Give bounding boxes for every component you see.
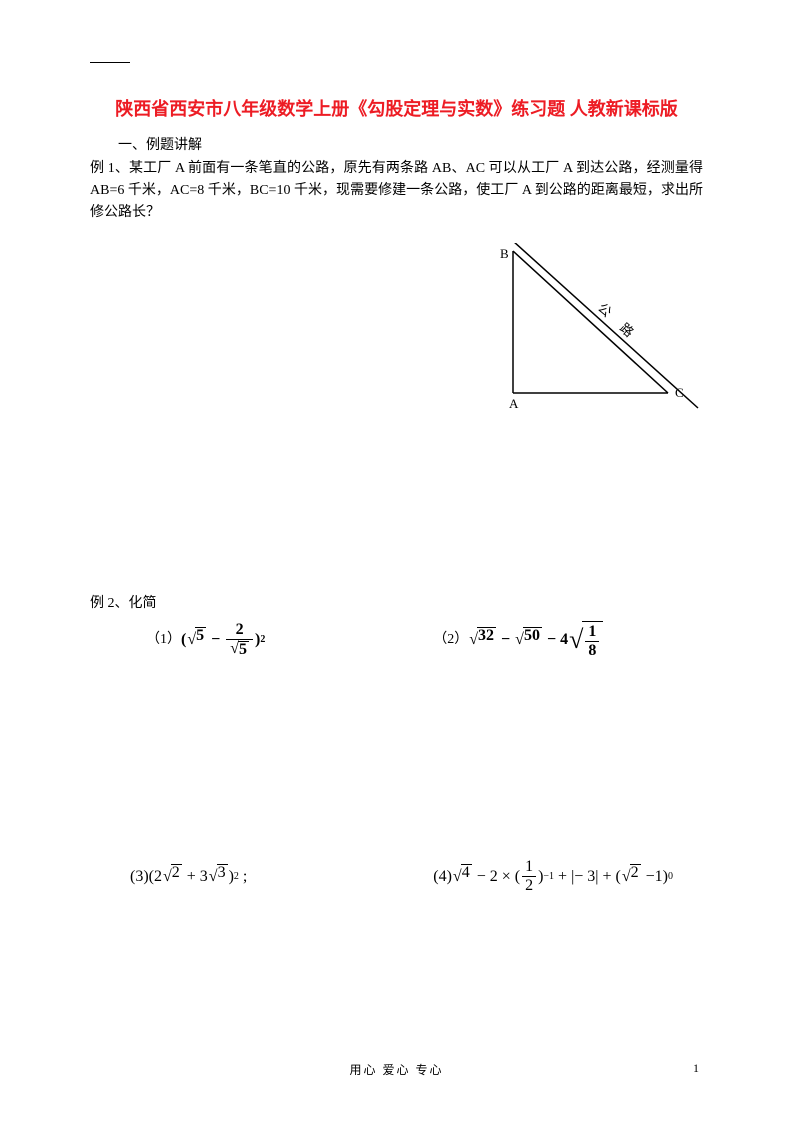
problem-2-formula: √32 − √50 − 4 √ 18 bbox=[468, 621, 604, 659]
vertex-A-label: A bbox=[509, 396, 519, 411]
formula-row-2: (3) (2√2 + 3√3)2 ; (4) √4 − 2 × ( 12 )−1… bbox=[90, 859, 703, 894]
problem-1-formula: ( √5 − 2 √5 )2 bbox=[181, 622, 265, 658]
page-number: 1 bbox=[693, 1059, 699, 1078]
vertex-C-label: C bbox=[675, 385, 684, 400]
triangle-diagram: B A C 公 路 bbox=[493, 243, 703, 413]
problem-4-label: (4) bbox=[433, 864, 452, 890]
footer-text: 用心 爱心 专心 bbox=[0, 1061, 793, 1080]
problem-1-label: （1） bbox=[146, 629, 181, 651]
problem-3-formula: (2√2 + 3√3)2 ; bbox=[149, 864, 248, 890]
formula-row-1: （1） ( √5 − 2 √5 )2 （2） √32 − √50 − 4 bbox=[90, 621, 703, 659]
vertex-B-label: B bbox=[500, 246, 509, 261]
example-1-text: 例 1、某工厂 A 前面有一条笔直的公路，原先有两条路 AB、AC 可以从工厂 … bbox=[90, 158, 703, 225]
header-rule bbox=[90, 62, 130, 63]
diagram-container: B A C 公 路 bbox=[90, 243, 703, 413]
problem-3-label: (3) bbox=[130, 864, 149, 890]
document-title: 陕西省西安市八年级数学上册《勾股定理与实数》练习题 人教新课标版 bbox=[90, 88, 703, 131]
problem-4-formula: √4 − 2 × ( 12 )−1 + |− 3| + ( √2 −1)0 bbox=[452, 859, 673, 894]
example-2-heading: 例 2、化简 bbox=[90, 593, 703, 615]
section-heading: 一、例题讲解 bbox=[90, 135, 703, 157]
problem-2-label: （2） bbox=[433, 629, 468, 651]
